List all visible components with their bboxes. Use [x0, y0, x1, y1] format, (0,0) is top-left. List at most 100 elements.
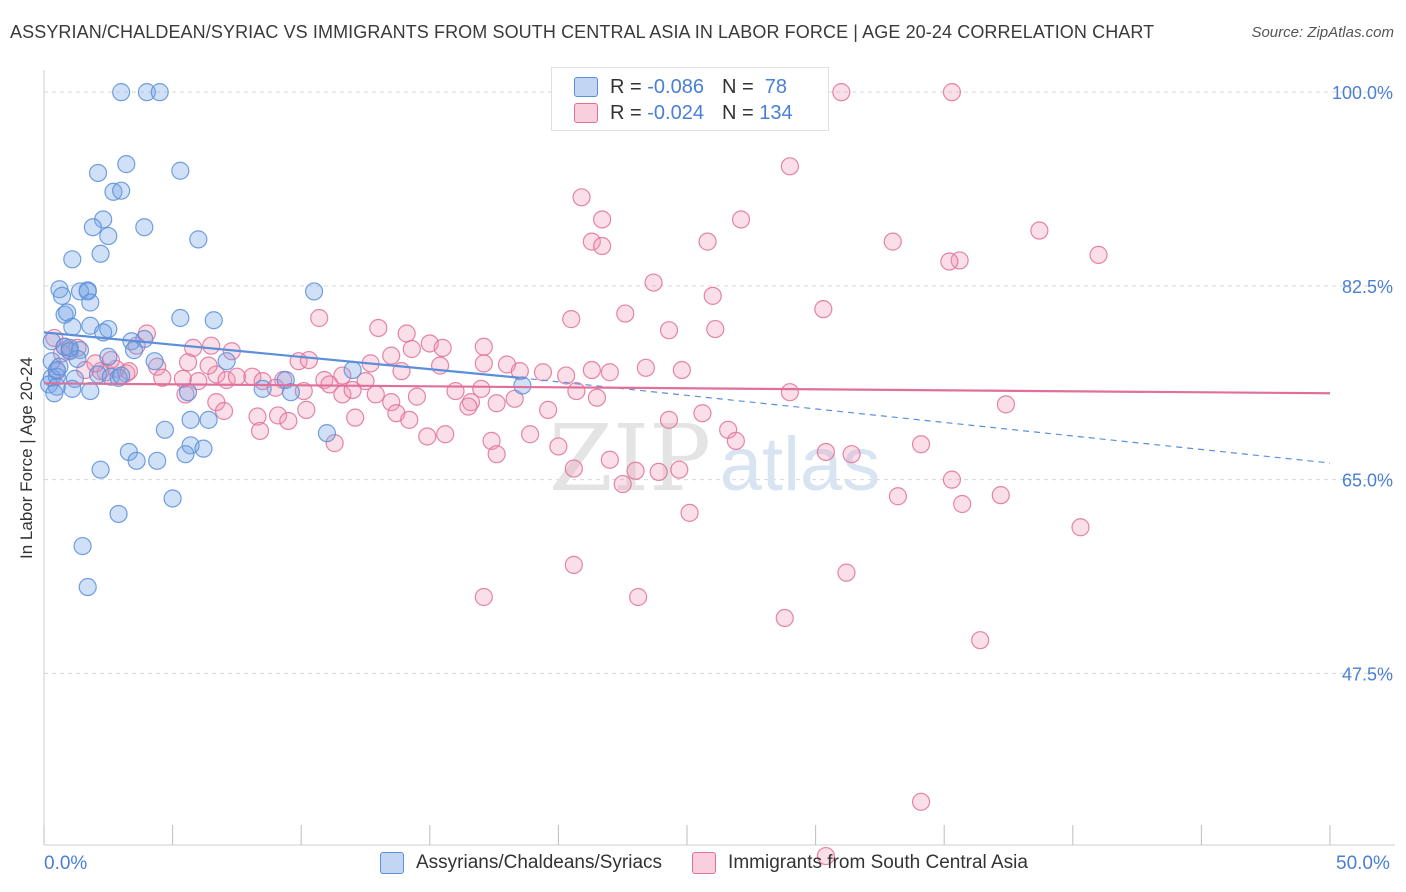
source-label: Source: ZipAtlas.com: [1251, 24, 1394, 41]
data-point: [253, 379, 272, 398]
data-point: [474, 337, 493, 356]
chart-title: ASSYRIAN/CHALDEAN/SYRIAC VS IMMIGRANTS F…: [10, 22, 1155, 42]
watermark-zip: ZIP: [549, 405, 711, 512]
data-point: [268, 406, 288, 425]
data-point: [178, 383, 198, 402]
data-point: [199, 410, 218, 429]
data-point: [446, 381, 465, 401]
data-point: [616, 304, 635, 323]
data-point: [73, 536, 92, 556]
data-point: [117, 155, 136, 174]
axes: [43, 70, 1395, 846]
data-point: [600, 363, 619, 382]
data-point: [487, 445, 506, 464]
data-point: [297, 400, 316, 419]
trend-line: [43, 382, 1331, 395]
data-point: [942, 470, 962, 489]
data-point: [217, 352, 236, 371]
data-point: [816, 846, 835, 866]
data-point: [775, 608, 794, 628]
data-point: [564, 459, 583, 478]
data-point: [178, 353, 198, 372]
data-point: [155, 420, 174, 439]
data-point: [649, 462, 668, 481]
data-point: [780, 383, 799, 402]
data-point: [400, 410, 419, 429]
data-point: [670, 460, 689, 479]
data-point: [194, 439, 213, 458]
legend-label-immigrants: Immigrants from South Central Asia: [728, 852, 1028, 873]
data-point: [474, 354, 493, 373]
data-point: [659, 321, 679, 340]
data-point: [564, 555, 583, 574]
data-point: [366, 385, 385, 404]
data-point: [148, 451, 167, 470]
data-point: [78, 577, 97, 597]
data-point: [816, 442, 835, 462]
data-point: [99, 226, 118, 246]
data-point: [127, 451, 146, 470]
x-tick-label-min: 0.0%: [44, 853, 88, 874]
data-point: [1071, 518, 1090, 537]
data-point: [99, 347, 118, 366]
data-point: [703, 286, 722, 305]
data-point: [60, 338, 79, 357]
data-point: [593, 210, 612, 229]
data-point: [911, 435, 931, 454]
data-point: [706, 319, 725, 339]
data-point: [433, 338, 452, 357]
data-point: [83, 218, 102, 237]
data-point: [176, 445, 195, 464]
data-point: [343, 380, 362, 400]
data-point: [248, 407, 267, 426]
data-point: [181, 410, 200, 429]
legend-item-assyrians: Assyrians/Chaldeans/Syriacs: [380, 852, 662, 874]
data-point: [163, 489, 182, 508]
series-immigrants-points: [45, 79, 1108, 866]
data-point: [294, 381, 313, 401]
legend-r-label: R =: [610, 101, 642, 124]
legend-item-immigrants: Immigrants from South Central Asia: [692, 852, 1028, 874]
data-point: [911, 792, 931, 811]
data-point: [539, 400, 558, 419]
data-point: [626, 461, 645, 480]
data-point: [81, 293, 100, 312]
data-point: [109, 368, 128, 387]
data-point: [124, 341, 144, 360]
data-point: [189, 230, 208, 249]
watermark-atlas: atlas: [720, 422, 881, 507]
data-point: [112, 181, 131, 200]
data-point: [593, 236, 612, 256]
data-point: [629, 587, 648, 607]
data-point: [832, 83, 851, 102]
data-point: [145, 352, 164, 371]
data-point: [250, 421, 270, 441]
series-legend: Assyrians/Chaldeans/Syriacs Immigrants f…: [380, 852, 1058, 874]
data-point: [549, 437, 568, 456]
data-point: [644, 273, 663, 292]
data-point: [698, 232, 717, 251]
data-point: [91, 460, 110, 479]
data-point: [153, 368, 172, 387]
legend-row-assyrians: R = -0.086 N = 78: [574, 75, 787, 99]
data-point: [942, 83, 962, 102]
data-point: [557, 366, 576, 385]
data-point: [214, 401, 234, 421]
data-point: [636, 358, 655, 377]
y-tick-labels: 100.0% 82.5% 65.0% 47.5%: [1332, 83, 1393, 684]
y-tick-label: 47.5%: [1342, 664, 1393, 684]
data-point: [572, 188, 591, 207]
data-point: [996, 395, 1016, 414]
legend-swatch-pink: [574, 103, 598, 123]
data-point: [63, 250, 82, 269]
data-point: [971, 631, 990, 650]
data-point: [91, 244, 110, 263]
data-point: [600, 450, 619, 469]
data-point: [227, 367, 246, 386]
y-tick-label: 100.0%: [1332, 83, 1393, 103]
data-point: [837, 563, 856, 582]
data-point: [726, 431, 745, 450]
y-tick-label: 65.0%: [1342, 471, 1393, 491]
data-point: [343, 360, 362, 380]
data-point: [436, 425, 455, 444]
